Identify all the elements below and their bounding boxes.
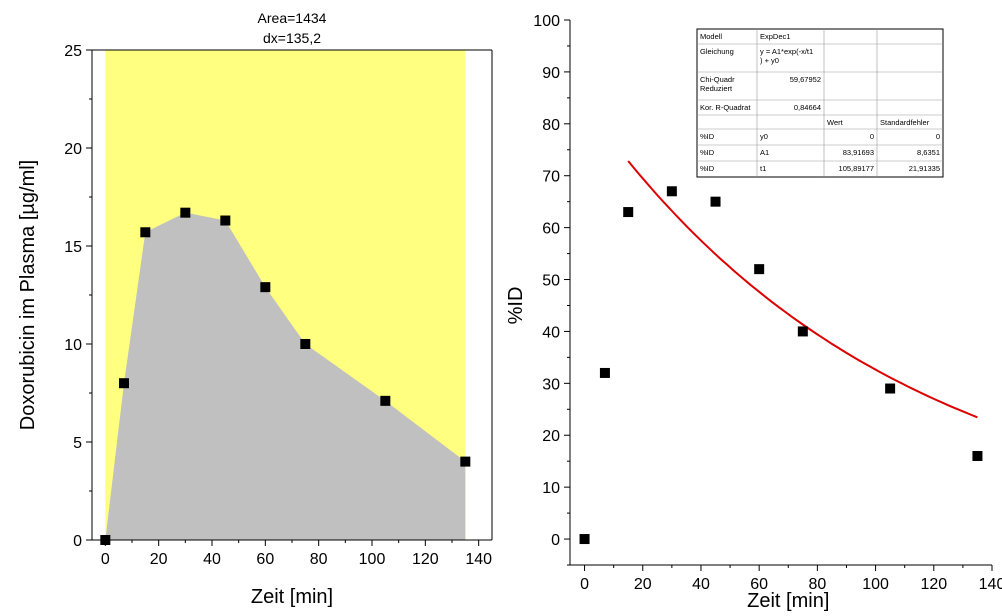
fit-table-cell: Chi-Quadr [700, 75, 735, 84]
right-x-tick-label: 40 [692, 576, 710, 593]
left-y-tick-label: 0 [73, 533, 82, 550]
right-x-tick-label: 120 [920, 576, 947, 593]
right-data-point [579, 534, 590, 545]
fit-table-cell: 0 [936, 132, 940, 141]
left-x-tick-label: 80 [310, 551, 328, 568]
right-data-point [885, 383, 896, 394]
left-x-axis-label: Zeit [min] [251, 586, 333, 608]
left-data-point [180, 207, 191, 218]
right-y-tick-label: 10 [542, 480, 560, 497]
right-x-tick-label: 0 [580, 576, 589, 593]
fit-table-cell: Modell [700, 32, 722, 41]
right-data-point [797, 326, 808, 337]
right-axes: 0 20 40 60 80 100 120 140 0 10 20 30 40 50 60 70 80 90 100 [533, 13, 1002, 593]
right-data-point [623, 207, 634, 218]
right-x-tick-label: 20 [634, 576, 652, 593]
fit-table-cell: %ID [700, 164, 715, 173]
left-chart: 0 20 40 60 80 100 120 140 0 5 10 15 20 25 Area=1434 d… [17, 10, 493, 608]
right-x-axis-label: Zeit [min] [747, 590, 829, 612]
left-y-tick-label: 20 [64, 141, 82, 158]
fit-table-cell: ExpDec1 [760, 32, 790, 41]
right-y-tick-label: 50 [542, 273, 560, 290]
fit-results-table: Modell ExpDec1 Gleichung y = A1*exp(-x/t1) … [696, 28, 944, 178]
fit-table-cell: 83,91693 [843, 148, 874, 157]
left-data-point [220, 215, 231, 226]
right-y-tick-label: 0 [551, 532, 560, 549]
fit-table-cell: ) + y0 [760, 56, 779, 65]
left-data-point [300, 339, 311, 349]
right-y-tick-label: 100 [533, 13, 560, 30]
right-markers [579, 186, 983, 545]
right-data-point [599, 367, 610, 378]
left-x-tick-label: 100 [359, 551, 386, 568]
right-y-tick-label: 60 [542, 221, 560, 238]
right-y-tick-label: 70 [542, 169, 560, 186]
fit-table-cell: %ID [700, 132, 715, 141]
right-x-tick-label: 140 [979, 576, 1002, 593]
fit-table-cell: Standardfehler [880, 118, 930, 127]
left-x-tick-label: 140 [465, 551, 492, 568]
left-x-tick-label: 60 [256, 551, 274, 568]
left-y-axis-label: Doxorubicin im Plasma [µg/ml] [17, 160, 39, 431]
fit-table-frame [696, 28, 944, 178]
left-area-fill [105, 212, 466, 540]
right-y-tick-label: 80 [542, 117, 560, 134]
left-data-point [119, 378, 129, 389]
fit-table-cell: Kor. R-Quadrat [700, 103, 751, 112]
left-title-line-2: dx=135,2 [263, 30, 321, 46]
fit-table-cell: t1 [760, 164, 766, 173]
fit-table-cell: 8,6351 [917, 148, 940, 157]
right-data-point [754, 264, 765, 275]
left-y-tick-label: 5 [73, 435, 82, 452]
fit-table-cell: y0 [760, 132, 768, 141]
fit-table-cell: 0,84664 [794, 103, 821, 112]
left-title-line-1: Area=1434 [258, 10, 327, 26]
right-data-point [666, 186, 677, 197]
right-fit-curve [627, 160, 978, 419]
fit-table-cell: 59,67952 [790, 75, 821, 84]
left-data-point [260, 282, 271, 293]
fit-table-cell: 21,91335 [909, 164, 940, 173]
right-x-tick-label: 80 [808, 576, 826, 593]
left-x-tick-label: 120 [412, 551, 439, 568]
left-x-tick-label: 0 [101, 551, 110, 568]
left-data-point [460, 456, 471, 467]
fit-table-cell: Wert [827, 118, 844, 127]
fit-table-cell: Reduziert [700, 84, 733, 93]
left-data-point [380, 395, 391, 406]
right-y-axis-label: %ID [505, 287, 527, 325]
fit-table-cell: 0 [870, 132, 874, 141]
fit-table-cell: 105,89177 [839, 164, 874, 173]
left-axes: 0 20 40 60 80 100 120 140 0 5 10 15 20 25 [64, 43, 493, 568]
left-data-point [140, 227, 151, 238]
right-y-tick-label: 90 [542, 65, 560, 82]
right-y-tick-label: 40 [542, 324, 560, 341]
right-chart: 0 20 40 60 80 100 120 140 0 10 20 30 40 50 60 70 80 90 100… [505, 13, 1002, 612]
left-x-tick-label: 20 [150, 551, 168, 568]
left-y-tick-label: 25 [64, 43, 82, 60]
fit-table-cell: y = A1*exp(-x/t1 [760, 47, 813, 56]
fit-table-cell: %ID [700, 148, 715, 157]
fit-table-cell: A1 [760, 148, 769, 157]
left-y-tick-label: 10 [64, 337, 82, 354]
right-y-tick-label: 30 [542, 376, 560, 393]
right-data-point [710, 196, 721, 207]
right-data-point [972, 451, 983, 461]
left-y-tick-label: 15 [64, 239, 82, 256]
right-x-tick-label: 60 [750, 576, 768, 593]
left-x-tick-label: 40 [203, 551, 221, 568]
right-y-tick-label: 20 [542, 428, 560, 445]
fit-table-cell: Gleichung [700, 47, 734, 56]
right-x-tick-label: 100 [862, 576, 889, 593]
